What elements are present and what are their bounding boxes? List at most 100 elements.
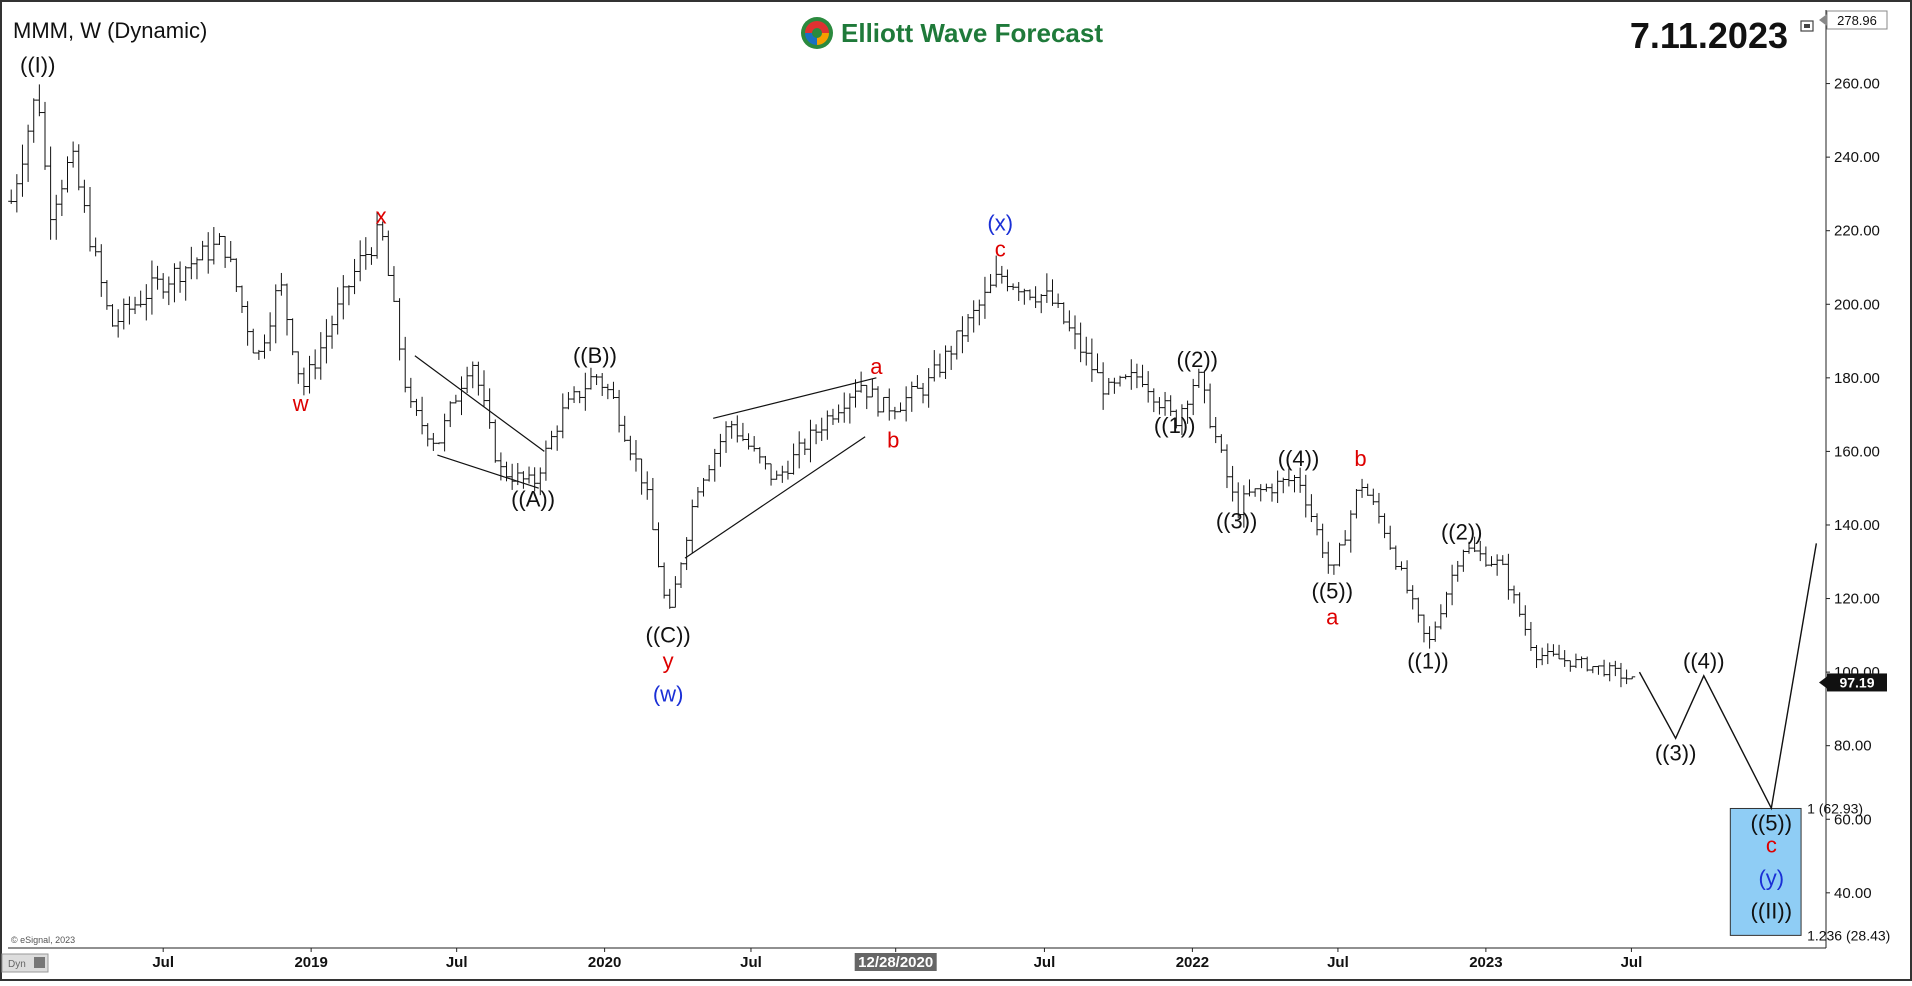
wave-label: ((A)) [511, 487, 555, 512]
ohlc-bar [711, 448, 718, 482]
wave-label: (x) [987, 211, 1013, 236]
ohlc-bar [942, 345, 949, 379]
ohlc-bar [98, 244, 105, 297]
ohlc-bar [604, 383, 611, 400]
ohlc-bar [717, 433, 724, 467]
wave-label: x [376, 203, 387, 228]
x-tick-label: 2019 [294, 954, 327, 971]
wave-label: (w) [653, 682, 684, 707]
x-tick-label: Jul [1327, 954, 1349, 971]
ohlc-bar [661, 562, 668, 599]
wave-label: ((1)) [1154, 413, 1196, 438]
ohlc-bar [1488, 556, 1495, 567]
ohlc-bar [987, 274, 994, 294]
wave-label: ((B)) [573, 343, 617, 368]
y-tick-label: 260.00 [1834, 76, 1880, 93]
ohlc-bar [582, 372, 589, 411]
ohlc-bar [644, 471, 651, 500]
ohlc-bar [1584, 656, 1591, 672]
ohlc-bar [1184, 400, 1191, 424]
ohlc-bar [1629, 676, 1636, 680]
ohlc-bar [509, 463, 516, 490]
ohlc-bar [143, 284, 150, 321]
ohlc-bar [694, 486, 701, 508]
ohlc-bar [368, 247, 375, 265]
pattern-line [414, 355, 545, 452]
window-restore-icon[interactable] [1800, 20, 1814, 32]
ohlc-bar [1302, 474, 1309, 518]
ohlc-bar [1055, 293, 1062, 308]
wave-label: c [1766, 832, 1777, 857]
ohlc-bar [1454, 560, 1461, 582]
ohlc-bar [1409, 585, 1416, 610]
ohlc-bar [1145, 371, 1152, 403]
ohlc-bar [210, 227, 217, 265]
ohlc-bar [548, 430, 555, 450]
ohlc-bar [666, 588, 673, 609]
ohlc-bar [773, 470, 780, 480]
ohlc-bar [390, 266, 397, 303]
ohlc-bar [1601, 659, 1608, 677]
ohlc-bar [1235, 482, 1242, 519]
wave-label: a [1326, 604, 1339, 629]
ohlc-bar [486, 388, 493, 429]
ohlc-bar [1257, 484, 1264, 502]
ohlc-bar [1263, 483, 1270, 492]
y-tick-label: 80.00 [1834, 738, 1872, 755]
ohlc-bar [13, 174, 20, 213]
ohlc-bar [300, 367, 307, 396]
ohlc-bar [1314, 513, 1321, 536]
ohlc-bar [1561, 650, 1568, 667]
ohlc-bar [829, 408, 836, 425]
ohlc-bar [1398, 561, 1405, 571]
ohlc-bar [374, 211, 381, 259]
ohlc-bar [340, 275, 347, 320]
ohlc-bar [41, 101, 48, 170]
wave-label: ((II)) [1751, 899, 1793, 924]
ohlc-bar [801, 438, 808, 455]
ohlc-bar [109, 304, 116, 327]
pattern-lines-layer [414, 355, 1818, 811]
ohlc-bar [1589, 666, 1596, 674]
ohlc-bar [1527, 621, 1534, 651]
ohlc-bar [520, 471, 527, 489]
ohlc-bar [1392, 545, 1399, 570]
y-tick-label: 120.00 [1834, 591, 1880, 608]
ohlc-bar [1482, 546, 1489, 567]
ohlc-bar [1117, 375, 1124, 387]
ohlc-bar [1494, 554, 1501, 576]
ohlc-bar [413, 398, 420, 416]
ohlc-bar [745, 433, 752, 450]
ohlc-bar [222, 235, 229, 268]
dynamic-corner-tab[interactable]: Dyn [1, 953, 49, 973]
ohlc-bar [475, 361, 482, 396]
wave-label: b [887, 428, 899, 453]
ohlc-bar [1330, 564, 1337, 575]
ohlc-bar [25, 124, 32, 182]
ohlc-bar [1195, 368, 1202, 388]
ohlc-bar [188, 246, 195, 280]
ohlc-bar [250, 328, 257, 354]
ohlc-bar [53, 194, 60, 240]
ohlc-bar [1111, 377, 1118, 394]
y-tick-label: 240.00 [1834, 149, 1880, 166]
ohlc-bar [132, 296, 139, 315]
ohlc-bar [1139, 364, 1146, 388]
ohlc-bar [103, 280, 110, 310]
ohlc-bar [1207, 383, 1214, 429]
ohlc-bar [1291, 474, 1298, 493]
ohlc-bar [734, 415, 741, 443]
ohlc-bar [1246, 479, 1253, 497]
fib-level-label: 1.236 (28.43) [1807, 927, 1890, 943]
price-axis: 40.0060.0080.00100.00120.00140.00160.001… [1826, 76, 1880, 902]
ohlc-bar [1229, 465, 1236, 502]
ohlc-bar [953, 330, 960, 360]
ohlc-bar [1319, 523, 1326, 558]
ohlc-bar [30, 98, 37, 143]
top-price-badge: 278.96 [1819, 10, 1888, 30]
ohlc-bar [1325, 541, 1332, 574]
wave-label: ((3)) [1216, 509, 1258, 534]
ohlc-bar [739, 422, 746, 442]
ohlc-bar [1252, 488, 1259, 497]
